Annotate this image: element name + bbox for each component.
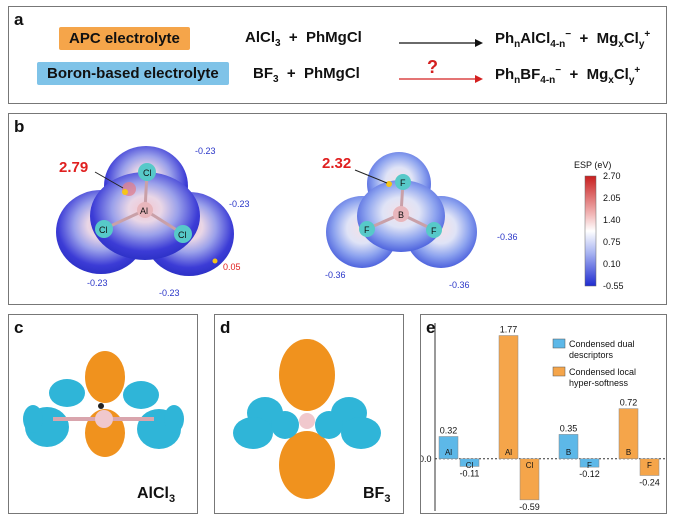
panel-a-label: a <box>14 10 24 29</box>
reactant-2: PhMgCl <box>304 65 360 82</box>
bf3-esp-value-1: -0.36 <box>497 232 518 242</box>
reactant-2: PhMgCl <box>306 29 362 46</box>
product-2: MgxCly+ <box>596 29 651 50</box>
zero-label: 0.0 <box>421 454 432 464</box>
colorbar-tick: 0.10 <box>603 259 621 269</box>
bar-alcl3-dual-al <box>438 436 459 460</box>
apc-electrolyte-tag: APC electrolyte <box>59 27 190 50</box>
product-1: PhnBF4-n− <box>495 65 562 86</box>
bf3-ligand-f-3: F <box>431 226 437 236</box>
bar-atom-label: B <box>626 448 631 457</box>
bar-alcl3-soft-al <box>498 335 519 460</box>
bf3-ligand-f-2: F <box>364 225 370 235</box>
panel-c: c AlCl3 <box>8 314 198 514</box>
alcl3-center-al: Al <box>140 206 148 216</box>
bar-alcl3-dual-cl <box>459 458 480 467</box>
reaction-row-1: AlCl3 + PhMgCl <box>245 29 362 49</box>
bf3-esp-value-2: -0.36 <box>325 270 346 280</box>
reaction-arrow-1 <box>399 39 483 47</box>
colorbar <box>584 175 597 287</box>
alcl3-max-esp: 2.79 <box>59 159 88 176</box>
alcl3-esp-value-1: -0.23 <box>195 146 216 156</box>
colorbar-tick: 1.40 <box>603 215 621 225</box>
chart-legend: Condensed dual descriptors Condensed loc… <box>552 338 636 388</box>
reactant-1: BF3 <box>253 65 279 85</box>
reactant-1: AlCl3 <box>245 29 281 49</box>
alcl3-ligand-cl-1: Cl <box>143 168 152 178</box>
bf3-center-b: B <box>398 210 404 220</box>
bf3-molecule <box>359 174 442 238</box>
alcl3-esp-value-3: -0.23 <box>87 278 108 288</box>
bar-value-label: -0.24 <box>639 477 660 487</box>
bf3-orbital-picture <box>233 339 381 499</box>
bf3-ligand-f-1: F <box>400 178 406 188</box>
panel-c-molecule-label: AlCl3 <box>137 485 176 506</box>
colorbar-ticks: 2.70 2.05 1.40 0.75 0.10 -0.55 <box>603 171 624 291</box>
bar-atom-label: B <box>566 448 571 457</box>
alcl3-orbital-picture <box>23 351 184 457</box>
panel-b-label: b <box>14 117 25 136</box>
alcl3-esp-value-4: -0.23 <box>159 288 180 298</box>
esp-surfaces: Cl Cl Cl Al 2.79 -0.23 -0.23 -0.23 -0.23… <box>56 146 624 298</box>
alcl3-ligand-cl-2: Cl <box>99 225 108 235</box>
legend-soft-line2: hyper-softness <box>569 378 629 388</box>
descriptor-bar-chart: 0.0 0.32Al-0.11Cl1.77Al-0.59Cl0.35B-0.12… <box>421 323 665 512</box>
products-row-2: PhnBF4-n− + MgxCly+ <box>495 65 641 86</box>
bar-bf3-dual-b <box>558 434 579 460</box>
legend-swatch-dual <box>552 338 566 349</box>
panel-e-label: e <box>426 318 436 337</box>
bar-value-label: 0.32 <box>440 425 458 435</box>
bf3-max-esp: 2.32 <box>322 155 351 172</box>
alcl3-esp-value-2: -0.23 <box>229 199 250 209</box>
bf3-max-arrow <box>354 169 388 184</box>
colorbar-tick: 2.70 <box>603 171 621 181</box>
legend-dual-line1: Condensed dual <box>569 339 635 349</box>
bar-atom-label: Al <box>445 448 452 457</box>
panel-d-molecule-label: BF3 <box>363 485 391 506</box>
reaction-row-2: BF3 + PhMgCl <box>253 65 360 85</box>
bar-value-label: -0.59 <box>519 502 540 512</box>
bar-value-label: -0.12 <box>579 469 600 479</box>
bf3-esp-value-3: -0.36 <box>449 280 470 290</box>
bar-atom-label: Cl <box>526 461 534 470</box>
bar-atom-label: Al <box>505 448 512 457</box>
bar-value-label: -0.11 <box>460 468 480 478</box>
legend-swatch-soft <box>552 366 566 377</box>
bar-bf3-soft-f <box>639 458 660 476</box>
bar-alcl3-soft-cl <box>519 458 540 501</box>
alcl3-ligand-cl-3: Cl <box>178 230 187 240</box>
colorbar-tick: -0.55 <box>603 281 624 291</box>
colorbar-tick: 0.75 <box>603 237 621 247</box>
reaction-arrow-2 <box>399 75 483 83</box>
colorbar-title: ESP (eV) <box>574 160 611 170</box>
panel-d: d BF3 <box>214 314 404 514</box>
bar-atom-label: Cl <box>466 461 474 470</box>
bar-value-label: 1.77 <box>500 325 518 335</box>
products-row-1: PhnAlCl4-n− + MgxCly+ <box>495 29 651 50</box>
bar-bf3-dual-f <box>579 458 600 468</box>
bar-value-label: 0.72 <box>620 398 638 408</box>
panel-e: e 0.0 0.32 Al -0.11 Cl 1.77 Al -0.59 Cl 0.35 B -0.… <box>420 314 667 514</box>
panel-c-label: c <box>14 318 24 337</box>
question-mark: ? <box>427 57 438 77</box>
legend-dual-line2: descriptors <box>569 350 614 360</box>
alcl3-esp-value-5: 0.05 <box>223 262 241 272</box>
product-2: MgxCly+ <box>586 65 641 86</box>
alcl3-max-arrow <box>94 171 124 189</box>
product-1: PhnAlCl4-n− <box>495 29 572 50</box>
colorbar-tick: 2.05 <box>603 193 621 203</box>
legend-soft-line1: Condensed local <box>569 367 636 377</box>
bar-atom-label: F <box>587 461 592 470</box>
alcl3-molecule <box>95 163 192 243</box>
panel-a: a APC electrolyte Boron-based electrolyt… <box>8 6 667 104</box>
bar-atom-label: F <box>647 461 652 470</box>
panel-b: b <box>8 113 667 305</box>
panel-d-label: d <box>220 318 231 337</box>
boron-electrolyte-tag: Boron-based electrolyte <box>37 62 229 85</box>
bar-value-label: 0.35 <box>560 423 578 433</box>
bar-bf3-soft-b <box>618 408 639 460</box>
